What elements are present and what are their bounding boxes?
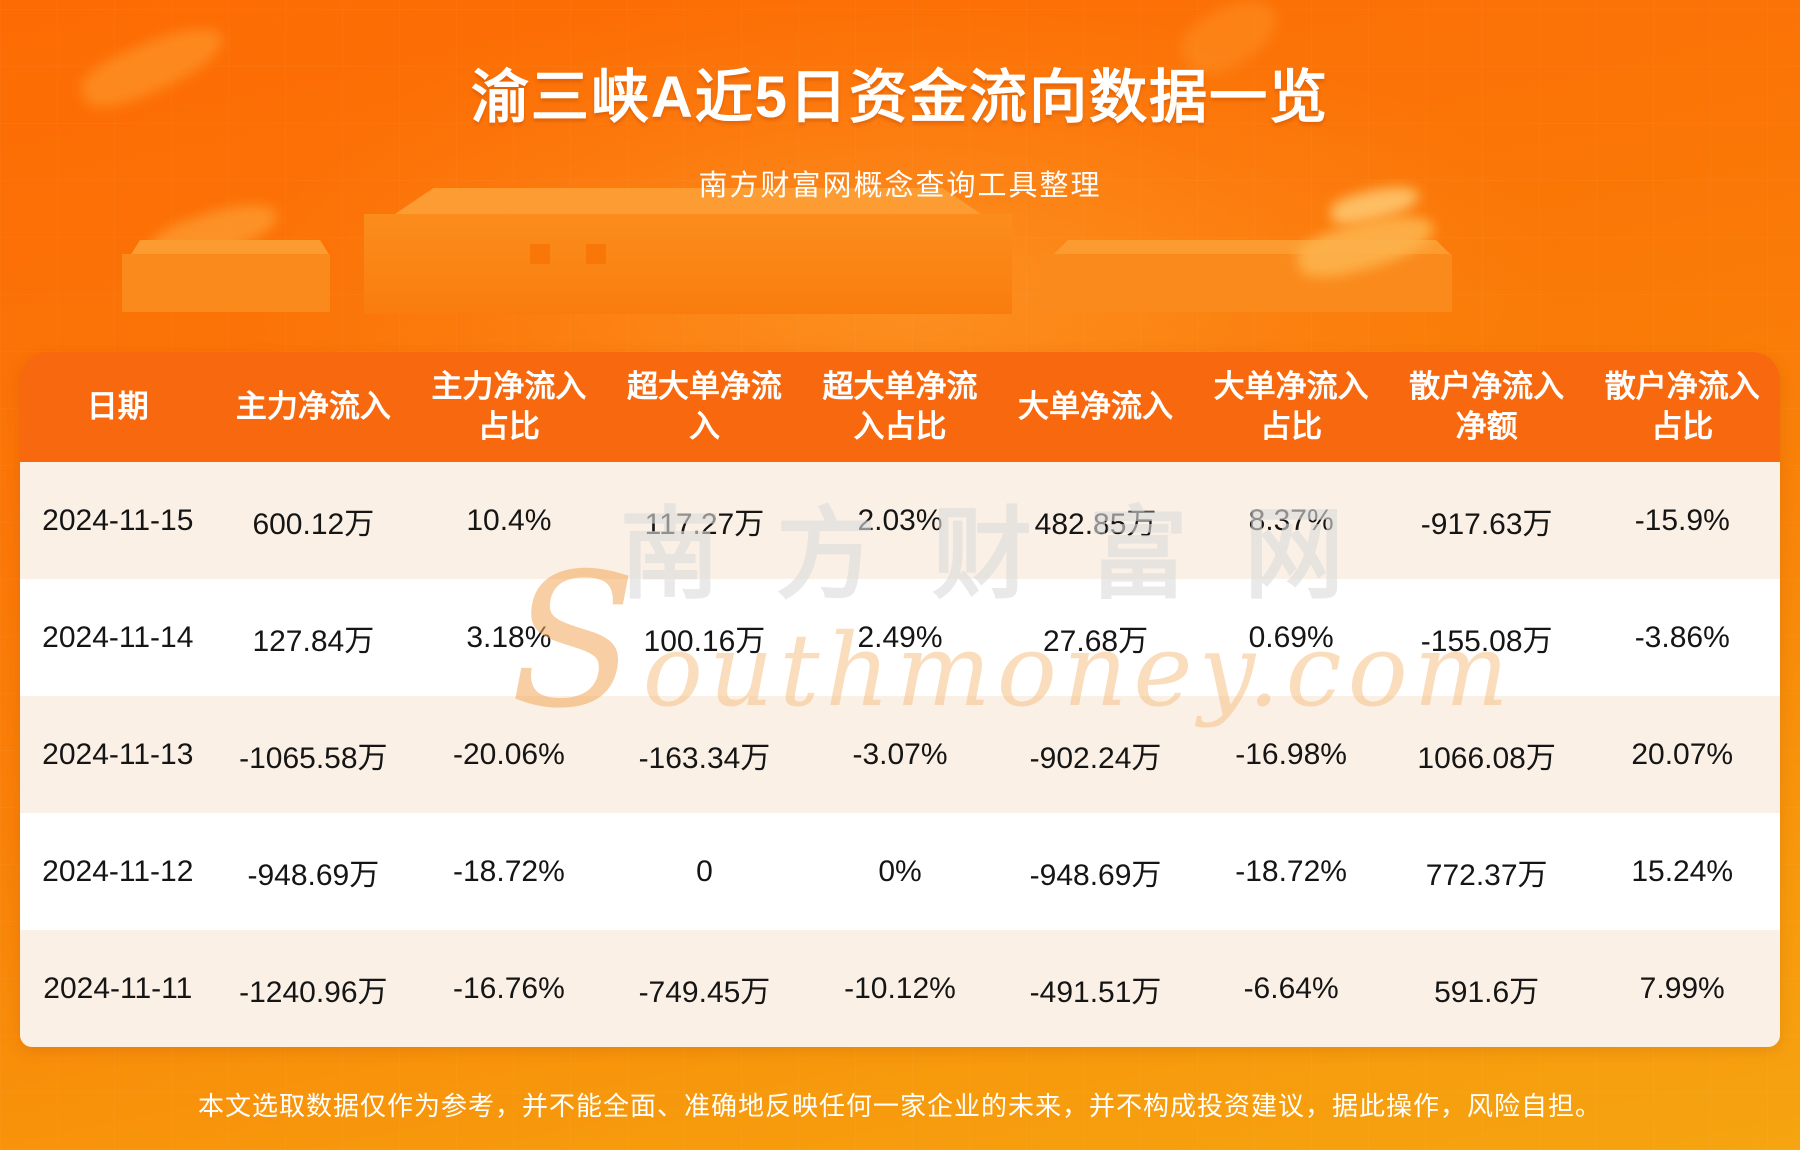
table-row: 2024-11-14 127.84万 3.18% 100.16万 2.49% 27.68万… (20, 579, 1780, 696)
table-cell: 20.07% (1631, 737, 1734, 771)
podium-decoration-left (122, 254, 330, 312)
table-cell: -16.98% (1235, 737, 1347, 771)
table-cell: 10.4% (466, 503, 552, 537)
table-cell: -16.76% (453, 971, 565, 1005)
podium-cube-decoration (586, 244, 606, 264)
fund-flow-table: 日期 主力净流入 主力净流入占比 超大单净流入 超大单净流入占比 大单净流入 大单净流入占比… (20, 352, 1780, 1047)
table-cell: 482.85万 (1034, 507, 1157, 541)
column-header: 主力净流入 (235, 389, 391, 425)
page-subtitle: 南方财富网概念查询工具整理 (698, 170, 1102, 202)
table-cell: -18.72% (453, 854, 565, 888)
table-cell: 1066.08万 (1417, 741, 1556, 775)
table-cell: -3.86% (1634, 620, 1730, 654)
page-title: 渝三峡A近5日资金流向数据一览 (470, 65, 1330, 130)
table-cell: -155.08万 (1420, 624, 1553, 658)
disclaimer-text: 本文选取数据仅作为参考，并不能全面、准确地反映任何一家企业的未来，并不构成投资建… (197, 1091, 1602, 1121)
table-body: 2024-11-15 600.12万 10.4% 117.27万 2.03% 482.85… (20, 462, 1780, 1047)
column-header: 散户净流入占比 (1604, 369, 1760, 444)
decorative-shard (1292, 203, 1440, 287)
column-header: 主力净流入占比 (431, 369, 587, 444)
column-header: 大单净流入占比 (1213, 369, 1369, 444)
table-cell: -15.9% (1634, 503, 1730, 537)
decorative-shard (146, 192, 284, 274)
column-header: 大单净流入 (1018, 389, 1174, 425)
podium-decoration-front (364, 214, 1012, 314)
table-cell: 27.68万 (1043, 624, 1149, 658)
column-header: 超大单净流入 (626, 369, 782, 444)
table-cell: -491.51万 (1029, 975, 1162, 1009)
table-cell: -10.12% (844, 971, 956, 1005)
table-cell: 591.6万 (1434, 975, 1540, 1009)
table-cell: 2.03% (857, 503, 943, 537)
table-cell: 2024-11-11 (43, 971, 193, 1005)
table-cell: 7.99% (1639, 971, 1725, 1005)
column-header: 超大单净流入占比 (822, 369, 978, 444)
table-cell: -6.64% (1243, 971, 1339, 1005)
table-cell: 2024-11-12 (42, 854, 194, 888)
podium-cube-decoration (530, 244, 550, 264)
table-cell: 2.49% (857, 620, 943, 654)
table-cell: -917.63万 (1420, 507, 1553, 541)
table-cell: -948.69万 (247, 858, 380, 892)
table-cell: 2024-11-13 (42, 737, 194, 771)
table-cell: -1065.58万 (239, 741, 388, 775)
table-cell: -1240.96万 (239, 975, 388, 1009)
table-row: 2024-11-15 600.12万 10.4% 117.27万 2.03% 482.85… (20, 462, 1780, 579)
table-cell: 0% (878, 854, 922, 888)
podium-decoration-right-top (1052, 240, 1452, 256)
table-cell: 117.27万 (644, 507, 765, 541)
table-cell: 15.24% (1631, 854, 1734, 888)
table-row: 2024-11-11 -1240.96万 -16.76% -749.45万 -10.12… (20, 930, 1780, 1047)
podium-decoration-left-top (130, 240, 330, 256)
table-cell: 3.18% (466, 620, 552, 654)
table-cell: -18.72% (1235, 854, 1347, 888)
podium-decoration-right (1040, 254, 1452, 312)
table-cell: -20.06% (453, 737, 565, 771)
table-cell: 8.37% (1248, 503, 1334, 537)
table-cell: 772.37万 (1425, 858, 1548, 892)
table-cell: -163.34万 (638, 741, 771, 775)
table-cell: -749.45万 (638, 975, 771, 1009)
table-row: 2024-11-13 -1065.58万 -20.06% -163.34万 -3.07%… (20, 696, 1780, 813)
table-header-row: 日期 主力净流入 主力净流入占比 超大单净流入 超大单净流入占比 大单净流入 大单净流入占比… (20, 352, 1780, 462)
table-cell: 127.84万 (252, 624, 375, 658)
table-cell: -948.69万 (1029, 858, 1162, 892)
table-cell: 2024-11-14 (42, 620, 194, 654)
table-cell: -3.07% (852, 737, 948, 771)
page-header: 渝三峡A近5日资金流向数据一览 南方财富网概念查询工具整理 (0, 0, 1800, 204)
table-cell: 100.16万 (643, 624, 766, 658)
table-cell: 0 (696, 854, 713, 888)
column-header: 散户净流入净额 (1409, 369, 1565, 444)
table-cell: -902.24万 (1029, 741, 1162, 775)
column-header: 日期 (86, 389, 149, 425)
table-cell: 2024-11-15 (42, 503, 194, 537)
table-cell: 600.12万 (252, 507, 375, 541)
table-cell: 0.69% (1248, 620, 1334, 654)
table-row: 2024-11-12 -948.69万 -18.72% 0 0% -948.69万 -18.… (20, 813, 1780, 930)
